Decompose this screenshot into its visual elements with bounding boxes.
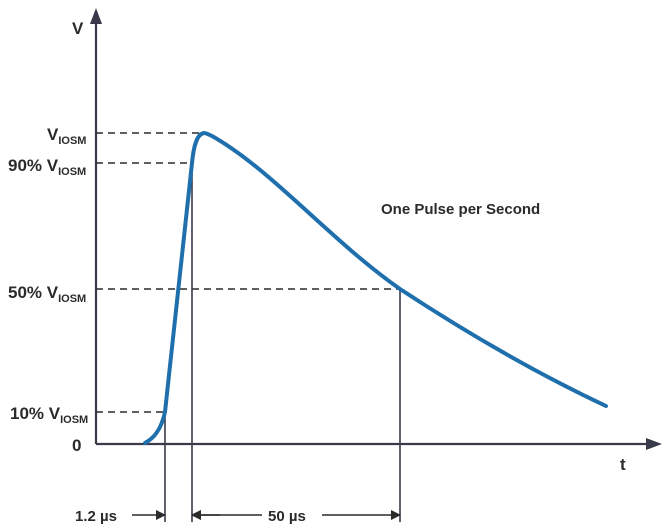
decay-time-label: 50 µs [268,508,306,525]
pulse-waveform [143,131,608,445]
y-axis-arrowhead [90,8,102,24]
fifty-percent-label: 50% VIOSM [8,283,86,305]
y-axis-label: V [72,19,84,38]
x-axis-arrowhead [646,438,662,450]
rise-time-label: 1.2 µs [75,508,117,525]
vioswm-label: VIOSM [47,125,86,147]
ninety-percent-label: 90% VIOSM [8,156,86,178]
zero-label: 0 [72,436,81,455]
x-axis-label: t [620,455,626,474]
ten-percent-label: 10% VIOSM [10,404,88,426]
pulse-rate-annotation: One Pulse per Second [381,201,540,218]
